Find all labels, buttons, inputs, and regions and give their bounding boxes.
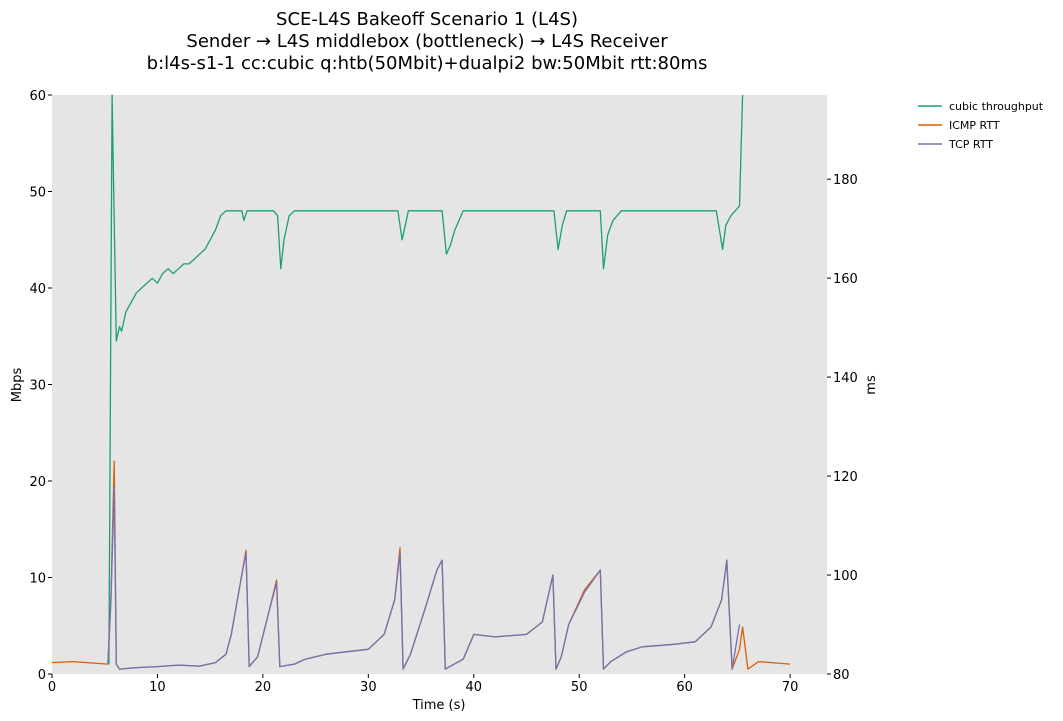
chart-title-line-1: SCE-L4S Bakeoff Scenario 1 (L4S) xyxy=(276,9,578,30)
left-tick-label: 30 xyxy=(29,379,46,394)
x-tick-label: 50 xyxy=(571,680,588,695)
right-tick-label: 140 xyxy=(833,371,858,386)
right-tick-label: 120 xyxy=(833,470,858,485)
x-tick-label: 20 xyxy=(255,680,272,695)
x-tick-label: 60 xyxy=(676,680,693,695)
series-line-tcp-rtt xyxy=(107,485,741,670)
right-tick-label: 80 xyxy=(833,668,850,683)
x-tick-label: 70 xyxy=(782,680,799,695)
series-line-cubic-throughput xyxy=(108,94,744,665)
chart-title: SCE-L4S Bakeoff Scenario 1 (L4S) Sender … xyxy=(147,9,708,74)
right-tick-label: 160 xyxy=(833,272,858,287)
right-axis-label: ms xyxy=(864,375,879,395)
chart-title-line-3: b:l4s-s1-1 cc:cubic q:htb(50Mbit)+dualpi… xyxy=(147,53,708,74)
left-tick-label: 50 xyxy=(29,186,46,201)
left-tick-label: 60 xyxy=(29,89,46,104)
legend: cubic throughput ICMP RTT TCP RTT xyxy=(918,100,1044,151)
legend-label: cubic throughput xyxy=(949,100,1044,113)
x-axis-label: Time (s) xyxy=(412,698,466,713)
left-tick-label: 0 xyxy=(38,668,46,683)
left-axis-ticks: 0 10 20 30 40 50 60 xyxy=(29,89,52,683)
right-axis-ticks: 80 100 120 140 160 180 xyxy=(827,173,858,683)
legend-label: TCP RTT xyxy=(948,138,993,151)
left-axis-label: Mbps xyxy=(10,368,25,403)
x-tick-label: 10 xyxy=(149,680,166,695)
x-tick-label: 30 xyxy=(360,680,377,695)
plot-area xyxy=(52,95,827,674)
right-tick-label: 180 xyxy=(833,173,858,188)
x-axis-ticks: 0 10 20 30 40 50 60 70 xyxy=(48,674,799,695)
left-tick-label: 40 xyxy=(29,282,46,297)
series-group xyxy=(51,94,791,670)
legend-label: ICMP RTT xyxy=(949,119,1000,132)
left-tick-label: 10 xyxy=(29,572,46,587)
x-tick-label: 40 xyxy=(465,680,482,695)
right-tick-label: 100 xyxy=(833,569,858,584)
x-tick-label: 0 xyxy=(48,680,56,695)
left-tick-label: 20 xyxy=(29,475,46,490)
chart-title-line-2: Sender → L4S middlebox (bottleneck) → L4… xyxy=(186,31,668,52)
